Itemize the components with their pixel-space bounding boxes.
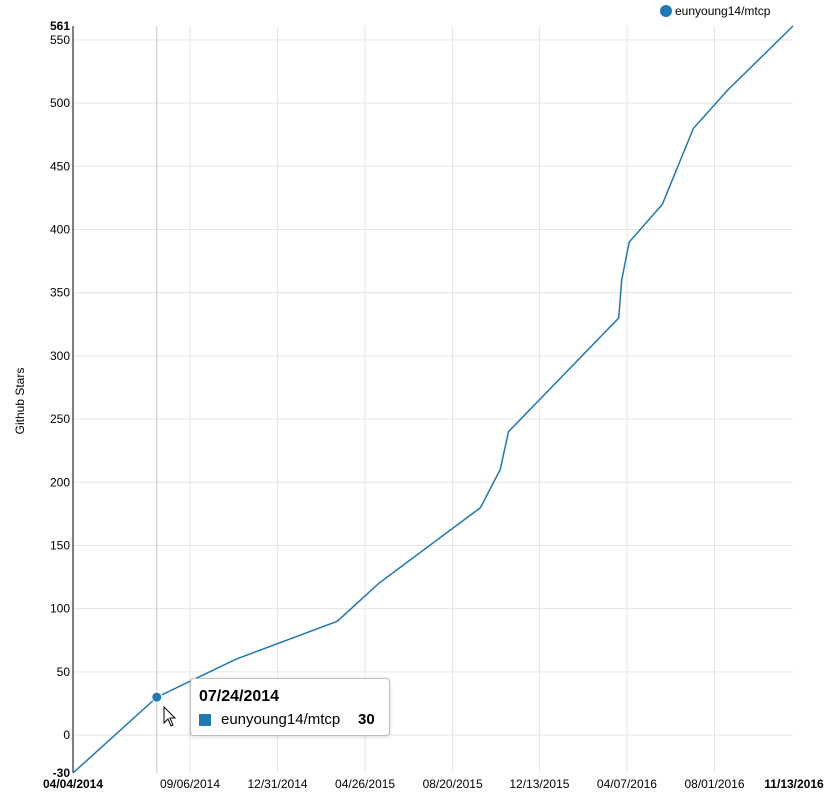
grid [73,26,793,773]
x-tick-label: 04/26/2015 [335,777,395,791]
legend-label: eunyoung14/mtcp [675,4,771,18]
x-min-label: 04/04/2014 [43,777,103,791]
y-tick-label: 500 [50,96,70,110]
x-max-label: 11/13/2016 [764,777,824,791]
tooltip-value: 30 [358,711,375,728]
hover-point[interactable] [151,691,163,703]
y-tick-label: 550 [50,33,70,47]
y-tick-label: 0 [63,728,70,742]
tooltip-series-swatch [199,714,211,726]
tooltip: 07/24/2014 eunyoung14/mtcp 30 [190,678,390,736]
x-tick-label: 08/01/2016 [684,777,744,791]
x-tick-label: 12/13/2015 [509,777,569,791]
y-axis-label: Github Stars [13,368,27,435]
y-tick-label: 100 [50,602,70,616]
y-tick-label: 350 [50,286,70,300]
legend-item[interactable]: eunyoung14/mtcp [660,4,771,18]
y-tick-label: 400 [50,222,70,236]
y-max-label: 561 [50,19,70,33]
series-line [72,25,794,774]
x-tick-label: 12/31/2014 [247,777,307,791]
legend-marker [660,5,672,17]
y-tick-label: 250 [50,412,70,426]
y-tick-label: 50 [57,665,71,679]
series-layer [72,25,794,774]
tooltip-series-name: eunyoung14/mtcp [221,711,341,728]
axes: 050100150200250300350400450500550561-300… [43,19,824,791]
legend[interactable]: eunyoung14/mtcp [660,4,771,18]
y-tick-label: 450 [50,159,70,173]
x-tick-label: 08/20/2015 [423,777,483,791]
y-tick-label: 300 [50,349,70,363]
x-tick-label: 09/06/2014 [160,777,220,791]
x-tick-label: 04/07/2016 [597,777,657,791]
y-tick-label: 200 [50,475,70,489]
y-min-label: -30 [53,766,71,780]
y-tick-label: 150 [50,538,70,552]
tooltip-date: 07/24/2014 [199,688,280,705]
mouse-cursor-icon [163,706,177,727]
